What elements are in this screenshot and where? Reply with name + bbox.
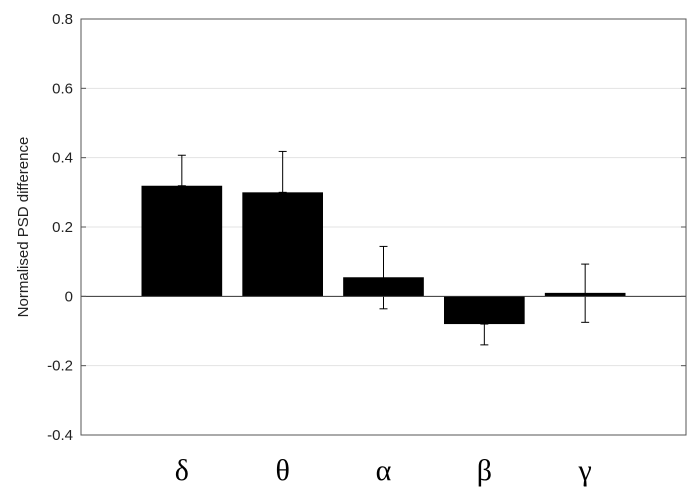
y-tick-label: -0.2 [47,358,73,375]
bar [242,192,323,297]
y-tick-label: 0 [65,288,73,305]
y-axis-ticks: -0.4 -0.2 0 0.2 0.4 0.6 0.8 [47,11,686,444]
y-axis-label: Normalised PSD difference [15,137,32,318]
x-category-label: β [477,454,492,487]
x-category-label: α [376,454,392,487]
y-tick-label: 0.4 [52,150,73,167]
bar [141,185,223,297]
x-category-label: δ [175,454,189,487]
y-tick-label: 0.6 [52,80,73,97]
y-tick-label: 0.2 [52,219,73,236]
y-tick-label: 0.8 [52,11,73,28]
x-category-label: γ [578,454,592,487]
error-bars [177,150,590,346]
bar [444,296,525,325]
x-category-label: θ [275,454,289,487]
y-tick-label: -0.4 [47,427,73,444]
